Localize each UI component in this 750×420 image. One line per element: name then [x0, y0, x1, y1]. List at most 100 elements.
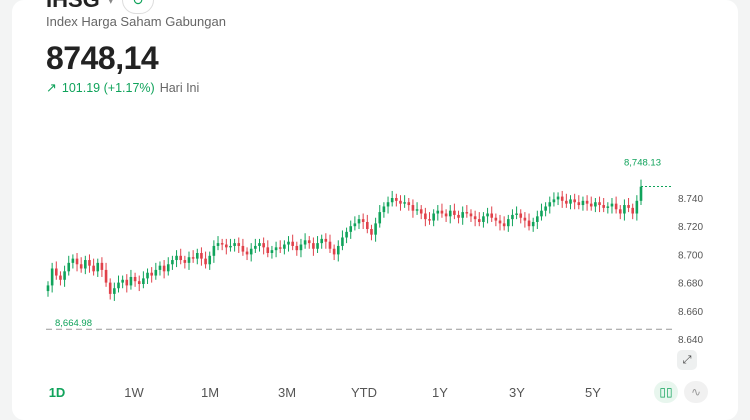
candle-body — [212, 245, 216, 256]
candle-body — [544, 206, 547, 211]
candle-body — [59, 275, 62, 280]
candle-body — [457, 214, 460, 218]
candle-body — [424, 213, 427, 220]
candle-body — [187, 257, 191, 263]
tab-3y[interactable]: 3Y — [509, 385, 525, 400]
candle-body — [303, 240, 307, 245]
candle-body — [560, 196, 564, 201]
ticker-row[interactable]: IHSG ▾ ↻ — [46, 0, 154, 14]
candle-body — [241, 245, 245, 252]
candle-body — [502, 223, 506, 227]
candle-body — [299, 244, 303, 251]
candle-body — [618, 209, 622, 214]
candle-body — [370, 229, 373, 235]
candle-body — [465, 212, 469, 214]
candle-body — [183, 260, 187, 263]
y-tick-label: 8.660 — [678, 307, 703, 318]
candle-body — [565, 200, 568, 204]
candle-body — [602, 205, 605, 208]
candle-body — [245, 251, 249, 255]
candle-body — [419, 209, 423, 214]
candle-body — [606, 206, 610, 208]
candle-body — [154, 269, 158, 276]
candle-body — [627, 205, 630, 208]
candle-body — [225, 244, 228, 248]
candle-body — [274, 247, 278, 251]
candle-body — [569, 199, 572, 204]
candle-body — [494, 217, 498, 221]
candle-body — [386, 202, 390, 207]
candle-body — [411, 205, 415, 211]
candle-body — [191, 257, 195, 259]
candle-body — [320, 238, 323, 244]
candle-body — [316, 243, 319, 249]
candle-body — [540, 210, 543, 217]
candle-body — [382, 206, 386, 213]
candle-body — [162, 265, 166, 272]
candle-body — [133, 276, 137, 282]
refresh-icon[interactable]: ↻ — [121, 0, 154, 14]
candle-body — [142, 278, 145, 285]
candle-body — [46, 285, 50, 292]
candle-body — [336, 245, 340, 255]
candle-body — [623, 205, 626, 214]
candle-body — [374, 223, 377, 235]
candle-body — [137, 281, 141, 285]
candle-body — [175, 255, 178, 261]
candle-body — [353, 223, 357, 227]
candle-body — [71, 258, 75, 263]
tab-3m[interactable]: 3M — [277, 385, 297, 400]
chevron-down-icon[interactable]: ▾ — [107, 0, 114, 7]
candle-body — [469, 213, 473, 217]
candle-body — [482, 216, 485, 222]
candle-body — [415, 209, 419, 211]
y-tick-label: 8.700 — [678, 250, 703, 261]
candle-body — [237, 243, 241, 246]
candle-body — [166, 264, 170, 272]
candle-body — [54, 268, 58, 276]
candle-body — [88, 260, 91, 266]
candle-body — [84, 260, 87, 269]
line-chart-icon[interactable]: ∿ — [684, 381, 708, 403]
candle-body — [341, 237, 344, 246]
candle-body — [307, 240, 311, 244]
tab-1d[interactable]: 1D — [48, 385, 66, 400]
candle-body — [598, 202, 601, 206]
tab-5y[interactable]: 5Y — [585, 385, 601, 400]
candle-body — [515, 213, 518, 215]
candle-body — [577, 202, 581, 206]
candle-body — [121, 279, 124, 283]
tab-1m[interactable]: 1M — [200, 385, 220, 400]
ticker-symbol: IHSG — [46, 0, 100, 13]
candle-body — [324, 238, 328, 242]
candle-body — [477, 219, 481, 222]
candle-body — [473, 216, 477, 220]
candle-body — [150, 272, 153, 276]
candle-body — [328, 241, 332, 249]
candle-body — [108, 282, 112, 294]
candle-body — [453, 210, 456, 215]
candle-body — [129, 276, 133, 286]
expand-icon[interactable]: ⤢ — [677, 350, 697, 370]
candle-body — [428, 219, 431, 221]
candle-body — [556, 196, 560, 200]
candle-body — [448, 210, 452, 217]
candle-body — [399, 200, 402, 204]
candle-body — [631, 207, 635, 214]
tab-ytd[interactable]: YTD — [351, 385, 377, 400]
chart-type-toggle: ▯▯ ∿ — [654, 381, 708, 403]
candlestick-icon[interactable]: ▯▯ — [654, 381, 678, 403]
candle-body — [200, 252, 203, 259]
tab-1w[interactable]: 1W — [124, 385, 144, 400]
tab-1y[interactable]: 1Y — [432, 385, 448, 400]
candle-body — [113, 288, 116, 294]
candle-body — [523, 217, 527, 221]
candle-body — [216, 243, 220, 246]
candle-body — [75, 258, 79, 265]
candle-body — [594, 202, 597, 207]
price-chart[interactable]: 8,664.98 8.740 8.720 8.700 8.680 8.660 8.640 8,… — [0, 140, 750, 350]
change-value: 101.19 (+1.17%) — [61, 81, 155, 95]
index-card — [12, 0, 738, 420]
candle-body — [287, 241, 290, 245]
candle-body — [100, 262, 104, 270]
